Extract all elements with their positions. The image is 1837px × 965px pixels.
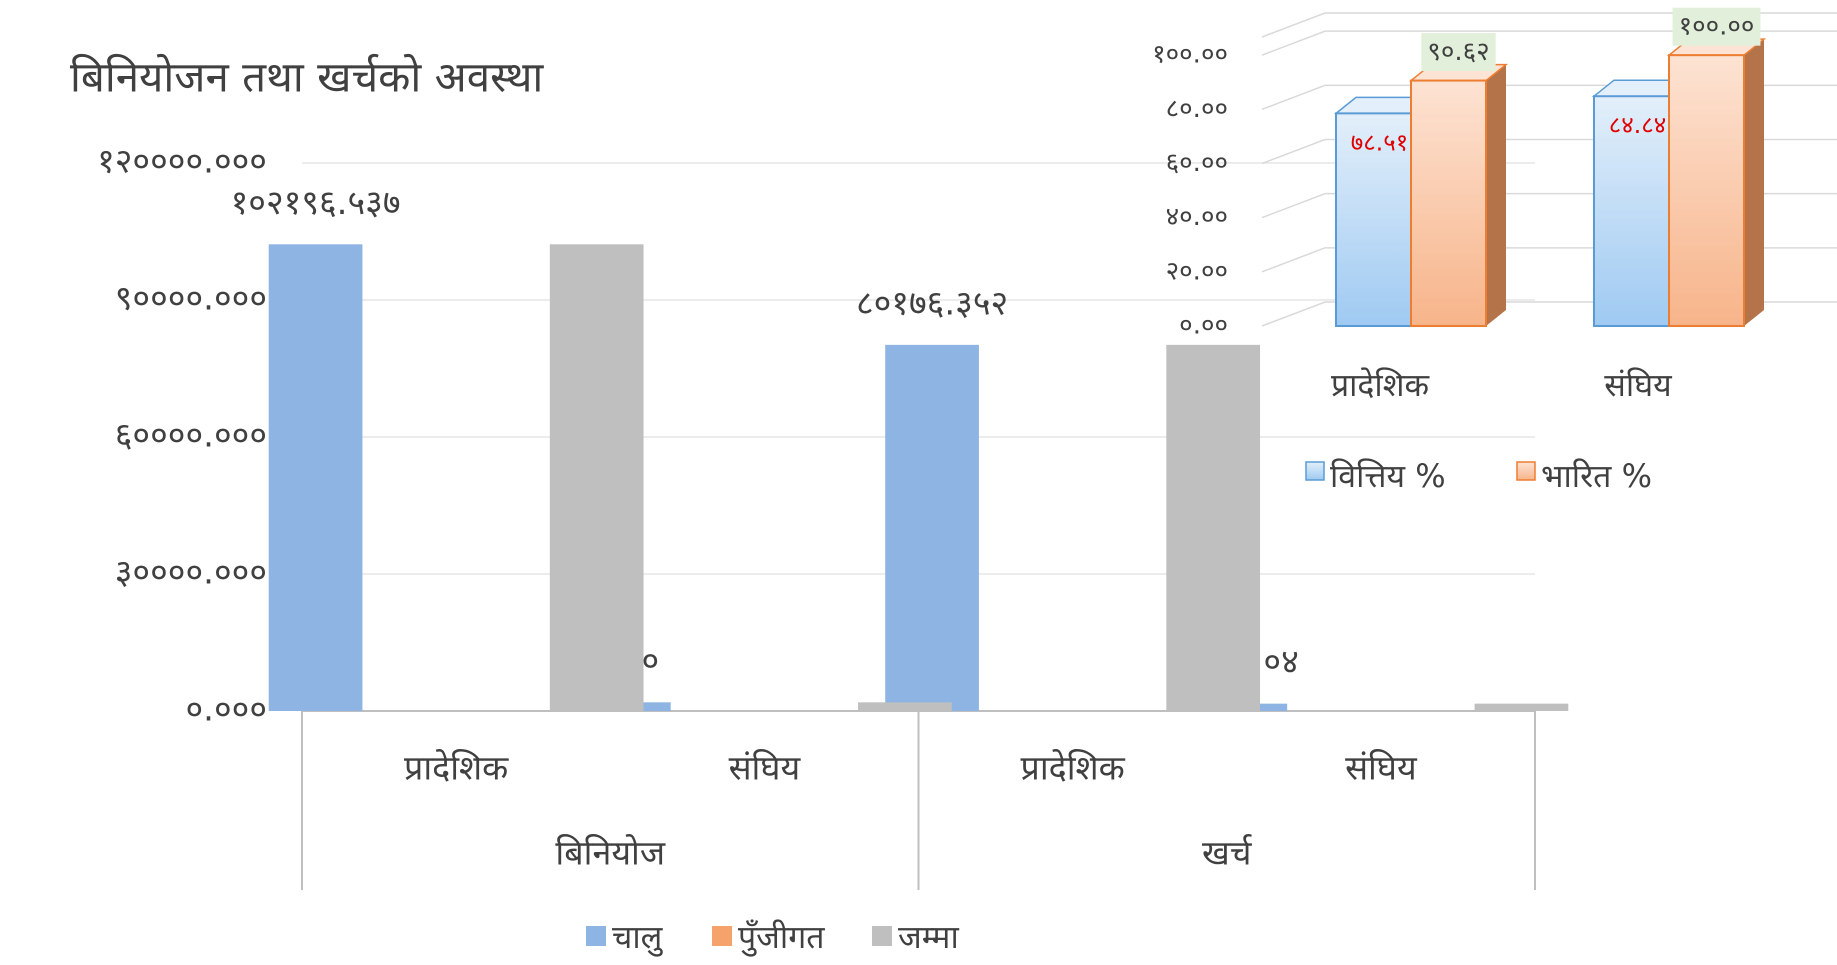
y-tick-label: ३००००.००० xyxy=(115,553,267,593)
bar xyxy=(549,244,644,711)
bar xyxy=(268,244,363,711)
bar xyxy=(885,344,979,711)
bar xyxy=(1410,79,1487,327)
y-tick-label: ०.०० xyxy=(1179,311,1228,341)
bar xyxy=(1593,95,1670,327)
legend-swatch xyxy=(712,926,732,946)
group-label: खर्च xyxy=(1202,834,1253,874)
data-label: १०२१९६.५३७ xyxy=(231,183,401,223)
x-tick-label: संघिय xyxy=(729,749,802,789)
group-label: बिनियोज xyxy=(555,834,665,874)
data-label: ९०.६२ xyxy=(1427,37,1489,67)
legend-swatch xyxy=(586,926,606,946)
bar xyxy=(1335,112,1412,328)
legend-label: पुँजीगत xyxy=(738,918,825,957)
bar-side xyxy=(1744,39,1764,327)
data-label: ८४.८४ xyxy=(1609,111,1667,139)
data-label: १००.०० xyxy=(1679,12,1755,42)
legend-label: भारित % xyxy=(1541,457,1652,495)
data-label: ७८.५१ xyxy=(1351,128,1409,156)
x-tick-label: संघिय xyxy=(1345,749,1418,789)
y-tick-label: १२००००.००० xyxy=(97,142,267,182)
y-tick-label: ८०.०० xyxy=(1166,94,1228,124)
bar xyxy=(1166,344,1261,711)
x-tick-label: संघिय xyxy=(1604,366,1673,404)
legend-label: जम्मा xyxy=(898,918,959,956)
y-tick-label: १००.०० xyxy=(1152,40,1228,70)
x-tick-label: प्रादेशिक xyxy=(1021,749,1126,789)
y-tick-label: ०.००० xyxy=(185,690,267,730)
grid-line xyxy=(1261,12,1837,38)
data-label-box xyxy=(1672,7,1761,46)
data-label-box xyxy=(1421,33,1496,72)
grid-line xyxy=(1261,30,1837,56)
legend-swatch xyxy=(872,926,892,946)
bar xyxy=(1668,54,1745,328)
x-tick-label: प्रादेशिक xyxy=(404,749,509,789)
data-label: ८०१७६.३५२ xyxy=(856,283,1008,323)
chart-title: बिनियोजन तथा खर्चको अवस्था xyxy=(70,53,544,102)
y-tick-label: ४०.०० xyxy=(1166,202,1228,232)
y-tick-label: २०.०० xyxy=(1166,256,1228,286)
bar xyxy=(1474,703,1569,711)
bar-side xyxy=(1486,64,1506,326)
legend-swatch xyxy=(1305,461,1325,481)
bar xyxy=(858,702,952,711)
legend-swatch xyxy=(1516,461,1536,481)
y-tick-label: ६००००.००० xyxy=(115,416,267,456)
legend-label: वित्तिय % xyxy=(1330,457,1446,495)
y-tick-label: ६०.०० xyxy=(1166,148,1228,178)
legend-label: चालु xyxy=(612,918,664,957)
x-tick-label: प्रादेशिक xyxy=(1331,366,1431,404)
y-tick-label: ९००००.००० xyxy=(115,279,267,319)
